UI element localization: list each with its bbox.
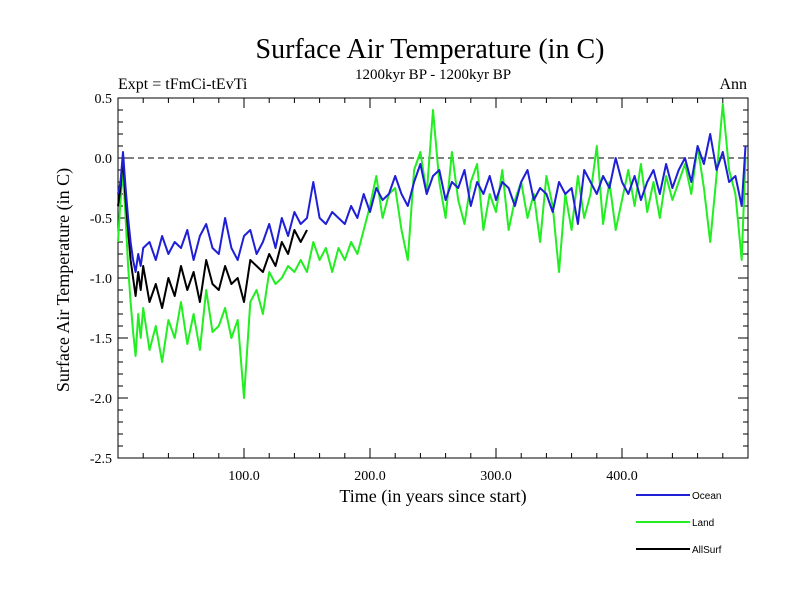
y-tick-label: -1.5 (90, 332, 112, 347)
x-tick-label: 400.0 (606, 469, 638, 484)
x-tick-label: 300.0 (480, 469, 512, 484)
series-line-allsurf (117, 157, 308, 309)
series-line-land (117, 103, 747, 399)
y-axis-label: Surface Air Temperature (in C) (53, 168, 74, 392)
chart-subtitle: 1200kyr BP - 1200kyr BP (355, 67, 511, 83)
plot-area (117, 103, 748, 399)
plot-axes: 100.0 200.0 300.0 400.0 0.5 0.0 -0.5 -1.0 -1.5 -2… (90, 92, 749, 484)
season-label: Ann (719, 76, 747, 93)
plot-frame (117, 97, 749, 459)
y-tick-label: -2.5 (90, 452, 112, 467)
x-tick-label: 100.0 (228, 469, 260, 484)
x-tick-label: 200.0 (354, 469, 386, 484)
y-tick-label: -2.0 (90, 392, 112, 407)
y-tick-label: 0.0 (95, 152, 113, 167)
legend-label-ocean: Ocean (692, 491, 721, 502)
experiment-label: Expt = tFmCi-tEvTi (118, 76, 248, 93)
y-tick-label: 0.5 (95, 92, 113, 107)
legend-label-land: Land (692, 518, 714, 529)
chart-legend: Ocean Land AllSurf (636, 491, 722, 556)
legend-label-allsurf: AllSurf (692, 545, 722, 556)
series-line-ocean (117, 133, 747, 273)
y-tick-label: -0.5 (90, 212, 112, 227)
chart-title: Surface Air Temperature (in C) (256, 34, 605, 65)
x-axis-label: Time (in years since start) (339, 486, 526, 507)
y-tick-label: -1.0 (90, 272, 112, 287)
